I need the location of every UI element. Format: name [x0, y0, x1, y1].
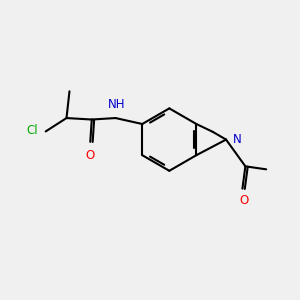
Text: Cl: Cl [27, 124, 38, 137]
Text: O: O [86, 149, 95, 162]
Text: N: N [232, 133, 242, 146]
Text: O: O [239, 194, 248, 207]
Text: NH: NH [108, 98, 126, 111]
